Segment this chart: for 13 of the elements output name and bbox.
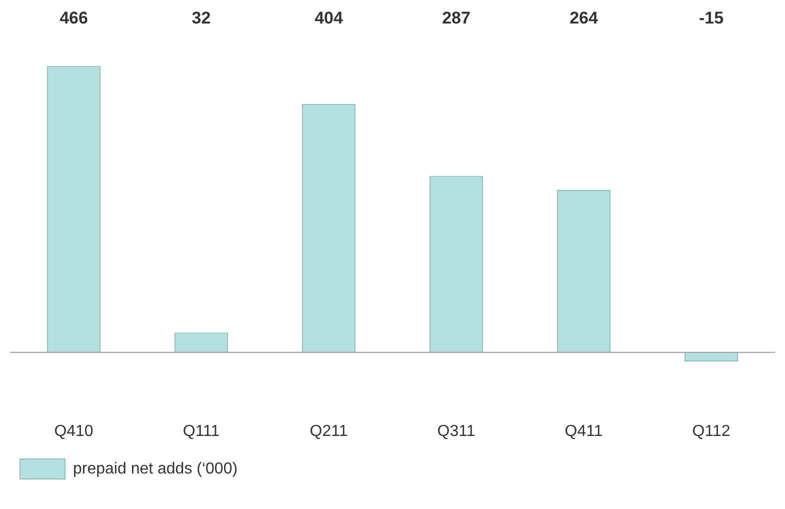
x-tick-label: Q112 (692, 422, 730, 440)
data-label: 32 (192, 8, 211, 28)
data-label: 264 (570, 8, 598, 28)
data-label: 287 (442, 8, 470, 28)
x-tick-label: Q111 (182, 422, 220, 440)
x-tick-label: Q211 (310, 422, 348, 440)
legend-label: prepaid net adds (‘000) (73, 460, 238, 478)
data-label: -15 (698, 8, 724, 28)
x-tick-label: Q311 (437, 422, 476, 440)
x-tick-label: Q411 (564, 422, 603, 440)
data-label: 466 (60, 8, 88, 28)
x-tick-label: Q410 (54, 422, 94, 440)
data-label: 404 (314, 8, 344, 28)
